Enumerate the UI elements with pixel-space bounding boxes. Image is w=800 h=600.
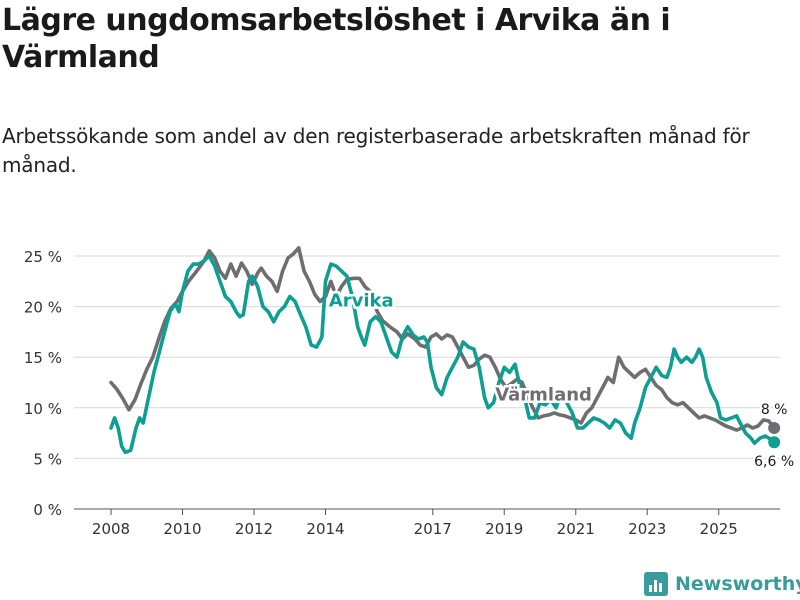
y-tick-label-15: 15 %	[24, 349, 62, 367]
bar-chart-logo-icon	[644, 572, 668, 596]
series-label-arvika: Arvika	[329, 291, 394, 312]
x-tick-label-2008: 2008	[92, 520, 130, 538]
series-end-label-arvika: 6,6 %	[754, 454, 794, 470]
newsworthy-logo: Newsworthy	[644, 569, 800, 599]
brand-name: Newsworthy	[675, 573, 800, 595]
chart-title: Lägre ungdomsarbetslöshet i Arvika än i …	[2, 3, 671, 75]
x-tick-label-2025: 2025	[700, 520, 738, 538]
series-end-point-varmland	[768, 422, 781, 435]
y-tick-label-25: 25 %	[24, 248, 62, 266]
x-tick-label-2019: 2019	[485, 520, 523, 538]
y-tick-label-5: 5 %	[33, 450, 62, 468]
chart-subtitle: Arbetssökande som andel av den registerb…	[2, 124, 750, 177]
x-tick-label-2023: 2023	[628, 520, 666, 538]
y-tick-label-20: 20 %	[24, 299, 62, 317]
series-line-arvika	[109, 254, 776, 455]
x-tick-label-2012: 2012	[235, 520, 273, 538]
x-tick-label-2017: 2017	[414, 520, 452, 538]
x-tick-label-2010: 2010	[163, 520, 201, 538]
y-tick-label-0: 0 %	[33, 501, 62, 519]
x-tick-label-2021: 2021	[557, 520, 595, 538]
x-tick-label-2014: 2014	[306, 520, 344, 538]
series-label-varmland: Värmland	[495, 385, 592, 406]
series-line-varmland	[109, 246, 776, 432]
y-tick-label-10: 10 %	[24, 400, 62, 418]
series-end-point-arvika	[768, 436, 781, 449]
series-end-label-varmland: 8 %	[761, 402, 788, 418]
